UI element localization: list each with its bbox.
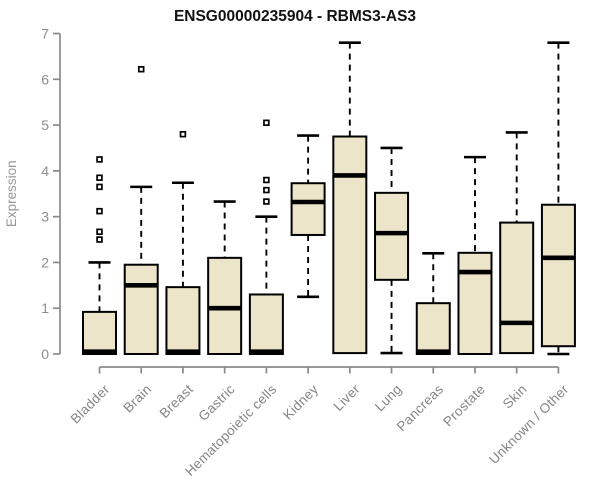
outlier-point bbox=[263, 119, 270, 127]
box-iqr bbox=[165, 286, 201, 356]
y-tick-label: 2 bbox=[41, 254, 49, 270]
outlier-point bbox=[96, 236, 103, 243]
box-iqr bbox=[82, 310, 117, 355]
outlier-point bbox=[263, 176, 270, 184]
chart-title: ENSG00000235904 - RBMS3-AS3 bbox=[174, 8, 416, 25]
box-group-hematopoietic-cells bbox=[248, 119, 284, 356]
box-iqr bbox=[540, 203, 576, 348]
category-label: Bladder bbox=[68, 381, 113, 426]
box-group-lung bbox=[374, 146, 410, 355]
outlier-point bbox=[263, 186, 270, 194]
box-group-breast bbox=[165, 130, 201, 356]
box-group-gastric bbox=[207, 200, 243, 356]
box-group-prostate bbox=[457, 155, 493, 355]
box-group-unknown-other bbox=[540, 41, 576, 356]
outlier-point bbox=[263, 198, 270, 205]
category-label: Breast bbox=[157, 382, 196, 421]
outlier-point bbox=[96, 228, 103, 236]
category-label: Kidney bbox=[280, 382, 321, 423]
outlier-point bbox=[137, 65, 145, 73]
box-iqr bbox=[290, 182, 326, 236]
category-label: Brain bbox=[120, 382, 154, 416]
y-tick-label: 4 bbox=[41, 163, 49, 179]
box-iqr bbox=[415, 302, 451, 355]
box-iqr bbox=[374, 191, 410, 281]
box-group-brain bbox=[123, 65, 159, 356]
box-iqr bbox=[248, 293, 284, 356]
outlier-point bbox=[96, 183, 103, 191]
category-label: Unknown / Other bbox=[486, 381, 572, 467]
box-group-skin bbox=[499, 131, 535, 355]
box-iqr bbox=[332, 135, 368, 355]
y-tick-label: 1 bbox=[41, 300, 49, 316]
category-label: Lung bbox=[372, 382, 405, 415]
box-group-pancreas bbox=[415, 251, 451, 355]
category-label: Skin bbox=[500, 382, 530, 412]
box-group-liver bbox=[332, 41, 368, 355]
box-group-bladder bbox=[82, 156, 117, 355]
outlier-point bbox=[96, 207, 103, 215]
box-iqr bbox=[499, 221, 535, 355]
y-tick-label: 6 bbox=[41, 71, 49, 87]
outlier-point bbox=[179, 130, 187, 138]
category-label: Prostate bbox=[440, 382, 488, 430]
y-tick-label: 7 bbox=[41, 26, 49, 42]
category-label: Gastric bbox=[195, 382, 237, 424]
outlier-point bbox=[96, 174, 103, 181]
outlier-point bbox=[96, 156, 103, 163]
category-label: Liver bbox=[331, 381, 364, 414]
box-iqr bbox=[123, 263, 159, 356]
y-tick-label: 0 bbox=[41, 346, 49, 362]
y-tick-label: 3 bbox=[41, 209, 49, 225]
y-tick-label: 5 bbox=[41, 117, 49, 133]
box-group-kidney bbox=[290, 134, 326, 299]
y-axis-label: Expression bbox=[4, 160, 19, 227]
box-iqr bbox=[457, 251, 493, 355]
